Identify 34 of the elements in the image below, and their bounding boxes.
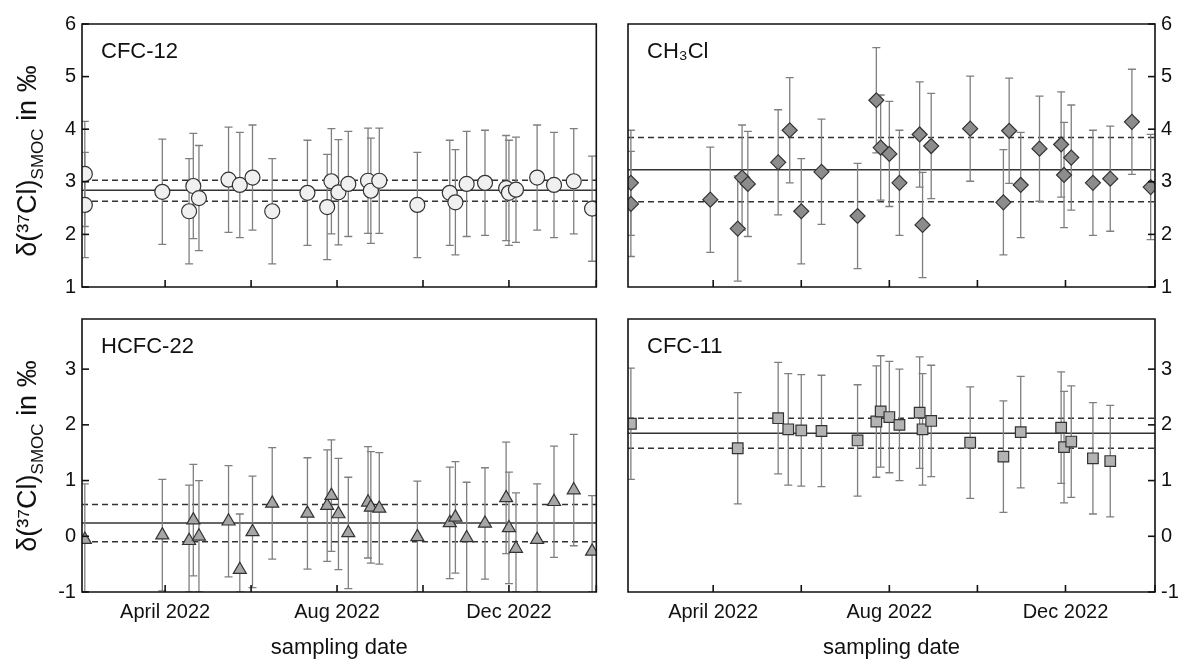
y-tick-label: 3 (64, 356, 76, 379)
text: CH₃Cl (647, 38, 709, 63)
y-tick-label: 6 (64, 11, 76, 34)
y2-tick-label: 2 (1161, 412, 1173, 435)
x-tick-label: April 2022 (120, 599, 211, 622)
y2-tick-label: 4 (1161, 116, 1173, 139)
y2-tick-label: 6 (1161, 11, 1173, 34)
x-tick-label: Dec 2022 (466, 599, 552, 622)
text: CFC-11 (647, 333, 723, 358)
y-tick-label: 5 (64, 64, 76, 87)
text: HCFC-22 (101, 333, 194, 358)
y2-tick-label: 1 (1161, 274, 1173, 297)
x-axis-title: sampling date (823, 633, 960, 659)
x-tick-label: Dec 2022 (1022, 599, 1109, 622)
y-tick-label: 3 (64, 169, 76, 192)
y2-tick-label: 2 (1161, 221, 1173, 244)
y2-tick-label: 3 (1161, 356, 1173, 379)
y2-tick-label: 5 (1161, 64, 1173, 87)
x-tick-label: Aug 2022 (846, 599, 933, 622)
y2-tick-label: 0 (1161, 523, 1173, 546)
x-tick-label: April 2022 (668, 599, 759, 622)
y2-tick-label: 3 (1161, 169, 1173, 192)
y2-tick-label: -1 (1161, 579, 1179, 602)
y-tick-label: 1 (64, 274, 76, 297)
y2-tick-label: 1 (1161, 468, 1173, 491)
y-tick-label: 2 (64, 221, 76, 244)
y-tick-label: 2 (64, 412, 76, 435)
x-tick-label: Aug 2022 (294, 599, 380, 622)
y-tick-label: 0 (64, 523, 76, 546)
y-tick-label: -1 (58, 579, 76, 602)
text: CFC-12 (101, 38, 179, 63)
y-tick-label: 1 (64, 468, 76, 491)
x-axis-title: sampling date (270, 633, 408, 659)
y-tick-label: 4 (64, 116, 76, 139)
